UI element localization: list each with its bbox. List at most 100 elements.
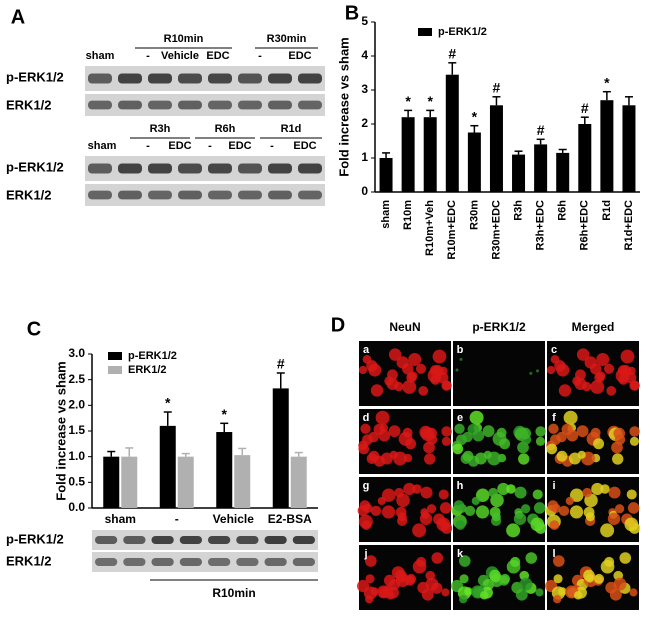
band: [236, 536, 259, 544]
x-tick-label: R3h: [512, 200, 524, 221]
cell-letter: c: [551, 344, 557, 356]
legend-swatch: [418, 28, 432, 36]
cell: [556, 450, 568, 462]
y-axis-label: Fold increase vs sham: [336, 37, 351, 176]
y-tick-label: 2.0: [68, 398, 85, 412]
legend-swatch: [108, 366, 122, 374]
cell-letter: g: [363, 480, 370, 492]
x-tick-label: R30m: [468, 200, 480, 230]
cell: [370, 384, 384, 397]
cell: [533, 502, 546, 514]
cell: [519, 427, 532, 440]
column-header: p-ERK1/2: [472, 320, 526, 334]
band: [298, 100, 322, 110]
band: [268, 190, 292, 200]
cell: [614, 504, 625, 514]
band: [238, 190, 262, 200]
cell: [464, 505, 476, 517]
lane-label: Vehicle: [161, 50, 199, 62]
cell-letter: d: [363, 412, 370, 424]
cell: [506, 484, 516, 494]
band: [148, 190, 172, 200]
band: [151, 536, 174, 544]
cell: [500, 573, 511, 584]
band: [148, 100, 172, 110]
x-tick-label: R1d+EDC: [623, 200, 635, 250]
lane-label: -: [146, 140, 150, 152]
bar: [272, 388, 289, 508]
bar: [600, 100, 614, 192]
annotation: *: [165, 395, 171, 411]
band: [298, 163, 322, 174]
cell-letter: i: [552, 480, 555, 492]
cell: [568, 452, 581, 465]
cell: [629, 436, 639, 446]
cell: [558, 587, 567, 596]
cell: [488, 487, 498, 498]
cell: [585, 512, 595, 522]
lane-label: -: [258, 50, 262, 62]
cell: [439, 502, 452, 514]
band: [118, 190, 142, 200]
lane-label: sham: [88, 140, 117, 152]
cell: [590, 427, 601, 438]
cell: [497, 482, 510, 496]
cell-letter: h: [457, 480, 464, 492]
annotation: #: [493, 80, 501, 96]
cell-letter: b: [457, 344, 464, 356]
cell: [420, 486, 433, 499]
band: [268, 100, 292, 110]
cell: [388, 348, 402, 361]
bar: [556, 152, 570, 192]
bar: [121, 456, 138, 508]
cell: [596, 352, 610, 366]
cell: [535, 426, 546, 437]
x-tick-label: sham: [105, 512, 136, 526]
band: [148, 73, 172, 84]
cell: [573, 591, 583, 600]
band: [178, 190, 202, 200]
cell: [563, 410, 578, 425]
cell: [365, 574, 375, 584]
x-tick-label: R6h: [557, 200, 569, 221]
band: [238, 100, 262, 110]
bar: [159, 425, 176, 508]
cell-letter: a: [363, 344, 370, 356]
annotation: *: [427, 93, 433, 109]
panel-letter: B: [345, 2, 359, 24]
x-tick-label: R30m+EDC: [490, 200, 502, 260]
group-label: R10min: [212, 586, 255, 600]
cell: [608, 486, 621, 499]
cell: [366, 360, 378, 372]
cell: [441, 426, 452, 437]
cell: [419, 512, 433, 525]
annotation: #: [448, 46, 456, 62]
cell: [455, 368, 459, 372]
legend-label: ERK1/2: [128, 364, 167, 376]
band: [118, 100, 142, 110]
band: [123, 558, 146, 566]
cell: [566, 429, 579, 442]
lane-label: EDC: [288, 50, 311, 62]
panel-letter: D: [331, 314, 345, 336]
cell: [416, 556, 427, 568]
cell: [397, 574, 407, 583]
cell: [491, 574, 501, 583]
cell: [629, 380, 640, 391]
cell: [519, 577, 533, 591]
cell: [370, 587, 379, 596]
cell: [612, 453, 624, 465]
cell: [558, 505, 570, 517]
band: [268, 73, 292, 84]
cell: [604, 556, 615, 568]
cell: [510, 556, 521, 568]
cell: [361, 520, 372, 530]
cell: [403, 482, 416, 496]
cell: [431, 552, 444, 564]
blot: [85, 184, 325, 206]
bar: [290, 456, 307, 508]
bar: [445, 74, 459, 192]
cell: [368, 431, 379, 443]
y-tick-label: 0: [361, 184, 368, 198]
cell: [576, 348, 590, 361]
